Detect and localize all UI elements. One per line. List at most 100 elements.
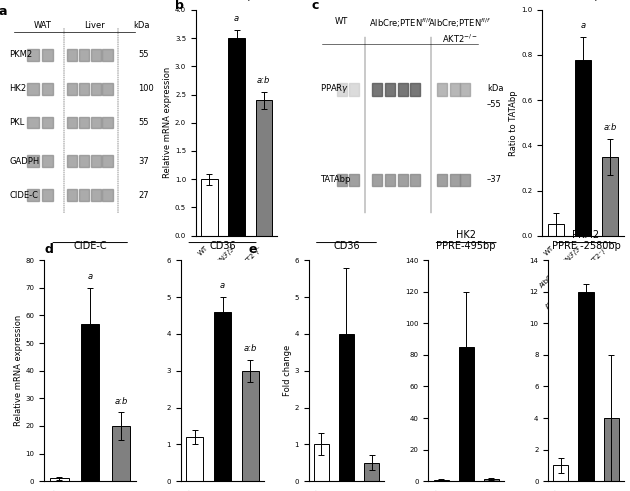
Text: WT: WT <box>544 245 556 257</box>
Bar <box>91 190 101 201</box>
Text: a:b: a:b <box>257 76 270 85</box>
Y-axis label: Relative mRNA expression: Relative mRNA expression <box>14 315 23 426</box>
Bar <box>336 83 346 96</box>
Text: Liver: Liver <box>84 21 105 30</box>
Text: WT: WT <box>549 490 561 491</box>
Title: HK2
PPRE-495bp: HK2 PPRE-495bp <box>437 229 496 251</box>
Bar <box>398 174 408 186</box>
Bar <box>27 83 38 94</box>
Bar <box>103 117 113 129</box>
Text: AlbCre;PTENℱ/ℱ: AlbCre;PTENℱ/ℱ <box>539 245 583 289</box>
Text: a: a <box>234 14 239 23</box>
Text: AlbCre;PTENℱ/ℱ: AlbCre;PTENℱ/ℱ <box>178 490 222 491</box>
Text: AlbCre;PTENℱ/ℱ: AlbCre;PTENℱ/ℱ <box>421 490 466 491</box>
Bar <box>578 292 593 481</box>
Bar <box>103 190 113 201</box>
Text: a: a <box>220 281 225 291</box>
Text: –55: –55 <box>487 100 501 109</box>
Text: WT: WT <box>47 490 59 491</box>
Bar <box>42 83 54 94</box>
Bar <box>79 156 89 167</box>
Bar <box>27 117 38 129</box>
Bar <box>553 465 568 481</box>
Bar <box>256 100 272 236</box>
Text: PKL: PKL <box>9 118 25 127</box>
Title: CD36: CD36 <box>209 241 236 251</box>
Text: kDa: kDa <box>487 84 503 93</box>
Bar <box>314 444 329 481</box>
Bar <box>186 437 203 481</box>
Bar <box>91 83 101 94</box>
Bar <box>604 418 619 481</box>
Bar <box>42 117 54 129</box>
Bar <box>461 83 471 96</box>
Bar <box>50 478 69 481</box>
Bar <box>79 50 89 61</box>
Text: a: a <box>0 5 8 18</box>
Text: AlbCre;PTENℱ/ℱ: AlbCre;PTENℱ/ℱ <box>302 490 346 491</box>
Bar <box>349 174 359 186</box>
Text: AlbCre;PTENℱ/ℱ;AKT2⁻/⁻: AlbCre;PTENℱ/ℱ;AKT2⁻/⁻ <box>426 490 491 491</box>
Text: a: a <box>580 21 585 30</box>
Bar <box>67 156 77 167</box>
Bar <box>91 156 101 167</box>
Text: 55: 55 <box>139 118 149 127</box>
Text: WT: WT <box>183 490 195 491</box>
Y-axis label: Ratio to TATAbp: Ratio to TATAbp <box>510 90 518 156</box>
Bar <box>27 156 38 167</box>
Bar <box>547 224 564 236</box>
Text: kDa: kDa <box>133 21 149 30</box>
Title: PKM2
PPRE -2580bp: PKM2 PPRE -2580bp <box>551 229 621 251</box>
Text: AlbCre;PTENℱ/ℱ: AlbCre;PTENℱ/ℱ <box>192 245 236 289</box>
Bar <box>410 83 420 96</box>
Bar <box>112 426 130 481</box>
Bar <box>67 83 77 94</box>
Bar <box>229 38 244 236</box>
Bar <box>484 479 499 481</box>
Bar <box>42 190 54 201</box>
Bar <box>79 117 89 129</box>
Bar <box>27 50 38 61</box>
Bar <box>450 83 460 96</box>
Bar <box>461 174 471 186</box>
Bar <box>79 83 89 94</box>
Bar <box>385 83 395 96</box>
Text: a:b: a:b <box>114 397 128 406</box>
Bar <box>91 50 101 61</box>
Bar <box>201 179 217 236</box>
Bar <box>372 83 382 96</box>
Text: 37: 37 <box>139 157 149 165</box>
Text: TATAbp: TATAbp <box>320 175 350 184</box>
Text: AKT2$^{-/-}$: AKT2$^{-/-}$ <box>442 32 478 45</box>
Bar <box>364 463 379 481</box>
Text: HK2: HK2 <box>9 84 26 93</box>
Text: 27: 27 <box>139 191 149 199</box>
Bar <box>450 174 460 186</box>
Bar <box>67 190 77 201</box>
Bar <box>214 312 231 481</box>
Bar <box>67 117 77 129</box>
Bar <box>410 174 420 186</box>
Text: a: a <box>88 272 93 281</box>
Text: PPAR$\gamma$: PPAR$\gamma$ <box>320 82 349 95</box>
Bar <box>433 480 449 481</box>
Bar <box>242 371 259 481</box>
Bar <box>79 190 89 201</box>
Text: WT: WT <box>429 490 441 491</box>
Text: AlbCre;PTENℱ/ℱ;AKT2⁻/⁻: AlbCre;PTENℱ/ℱ;AKT2⁻/⁻ <box>55 490 121 491</box>
Text: WAT: WAT <box>34 21 52 30</box>
Title: CIDE-C: CIDE-C <box>74 241 107 251</box>
Bar <box>385 174 395 186</box>
Text: CIDE-C: CIDE-C <box>9 191 38 199</box>
Text: AlbCre;PTENℱ/ℱ;AKT2⁻/⁻: AlbCre;PTENℱ/ℱ;AKT2⁻/⁻ <box>544 245 610 310</box>
Text: WT: WT <box>309 490 321 491</box>
Text: c: c <box>311 0 319 11</box>
Text: –37: –37 <box>487 175 502 184</box>
Bar <box>103 83 113 94</box>
Bar <box>349 83 359 96</box>
Bar <box>103 156 113 167</box>
Bar <box>437 83 447 96</box>
Text: AlbCre;PTENℱ/ℱ;AKT2⁻/⁻: AlbCre;PTENℱ/ℱ;AKT2⁻/⁻ <box>546 490 611 491</box>
Text: PKM2: PKM2 <box>9 51 32 59</box>
Text: a:b: a:b <box>244 344 257 353</box>
